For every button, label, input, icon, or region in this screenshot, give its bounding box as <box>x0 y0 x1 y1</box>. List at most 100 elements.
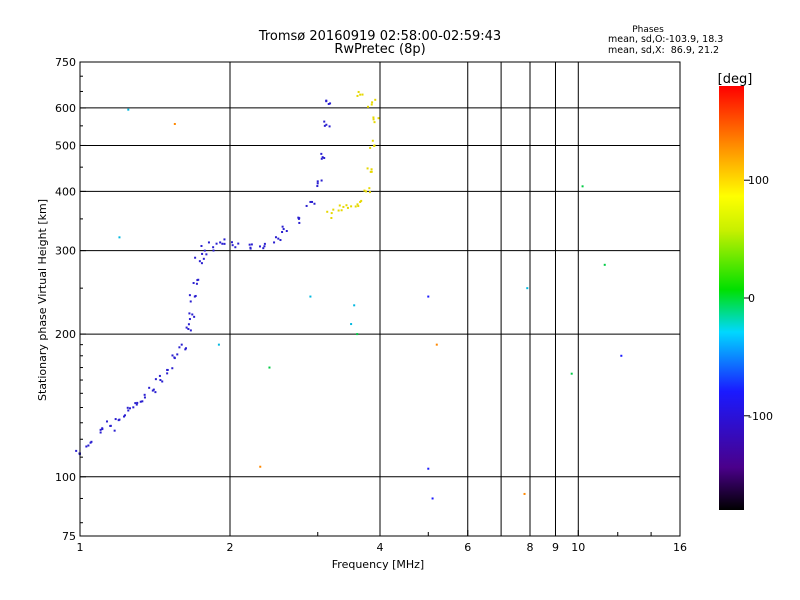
data-point <box>282 228 285 231</box>
data-point <box>158 374 161 377</box>
data-point <box>118 236 121 239</box>
data-point <box>154 378 157 381</box>
data-point <box>365 190 368 193</box>
data-point <box>166 368 169 371</box>
data-point <box>323 124 326 127</box>
colorbar-ticks: 100 0 -100 <box>744 174 773 423</box>
data-point <box>353 304 356 307</box>
y-tick-label: 750 <box>55 56 76 69</box>
data-point <box>250 243 253 246</box>
data-point <box>311 200 314 203</box>
data-point <box>178 346 181 349</box>
data-point <box>323 120 326 123</box>
legend-title: Phases <box>632 25 664 35</box>
data-point <box>99 428 102 431</box>
data-point <box>273 241 276 244</box>
data-points <box>75 90 623 500</box>
data-point <box>373 121 376 124</box>
data-point <box>350 205 353 208</box>
data-point <box>99 431 102 434</box>
data-point <box>328 125 331 128</box>
data-point <box>207 241 210 244</box>
data-point <box>219 241 222 244</box>
data-point <box>193 315 196 318</box>
data-point <box>188 312 191 315</box>
colorbar-tick-label: -100 <box>748 410 773 423</box>
data-point <box>173 122 176 125</box>
data-point <box>526 287 529 290</box>
data-point <box>342 205 345 208</box>
data-point <box>258 245 261 248</box>
data-point <box>101 428 104 431</box>
data-point <box>320 152 323 155</box>
data-point <box>330 216 333 219</box>
data-point <box>127 409 130 412</box>
data-point <box>262 247 265 250</box>
x-axis-ticks: 1 2 4 6 8 9 10 16 <box>77 530 687 554</box>
data-point <box>197 278 200 281</box>
data-point <box>329 102 332 105</box>
data-point <box>166 372 169 375</box>
data-point <box>327 103 330 106</box>
data-point <box>581 185 584 188</box>
data-point <box>356 333 359 336</box>
data-point <box>325 99 328 102</box>
y-axis-ticks: 75 100 200 300 400 500 600 750 <box>55 56 86 543</box>
legend-x-stats: mean, sd,X: 86.9, 21.2 <box>608 45 719 56</box>
data-point <box>237 242 240 245</box>
data-point <box>309 200 312 203</box>
data-point <box>189 329 192 332</box>
data-point <box>117 419 120 422</box>
data-point <box>234 246 237 249</box>
data-point <box>200 244 203 247</box>
data-point <box>323 157 326 160</box>
data-point <box>368 187 371 190</box>
data-point <box>316 180 319 183</box>
data-point <box>123 414 126 417</box>
data-point <box>192 282 195 285</box>
data-point <box>202 257 205 260</box>
data-point <box>180 343 183 346</box>
data-point <box>313 202 316 205</box>
data-point <box>427 295 430 298</box>
data-point <box>143 393 146 396</box>
data-point <box>106 420 109 423</box>
data-point <box>259 465 262 468</box>
data-point <box>223 242 226 245</box>
data-point <box>188 318 191 321</box>
data-point <box>212 249 215 252</box>
data-point <box>215 242 218 245</box>
data-point <box>217 343 220 346</box>
data-point <box>231 244 234 247</box>
data-point <box>321 156 324 159</box>
y-tick-label: 500 <box>55 139 76 152</box>
data-point <box>187 328 190 331</box>
data-point <box>198 260 201 263</box>
data-point <box>136 401 139 404</box>
data-point <box>90 440 93 443</box>
data-point <box>340 209 343 212</box>
data-point <box>171 367 174 370</box>
data-point <box>367 105 370 108</box>
data-point <box>113 429 116 432</box>
data-point <box>159 379 162 382</box>
data-point <box>109 424 112 427</box>
data-point <box>371 101 374 104</box>
data-point <box>374 98 377 101</box>
x-tick-label: 10 <box>571 541 585 554</box>
data-point <box>366 167 369 170</box>
data-point <box>325 123 328 126</box>
data-point <box>372 118 375 121</box>
data-point <box>263 242 266 245</box>
data-point <box>371 139 374 142</box>
data-point <box>370 103 373 106</box>
data-point <box>152 388 155 391</box>
data-point <box>377 117 380 120</box>
data-point <box>281 225 284 228</box>
x-tick-label: 8 <box>527 541 534 554</box>
data-point <box>212 246 215 249</box>
chart-subtitle: RwPretec (8p) <box>334 42 425 57</box>
data-point <box>184 348 187 351</box>
data-point <box>354 205 357 208</box>
data-point <box>123 415 126 418</box>
